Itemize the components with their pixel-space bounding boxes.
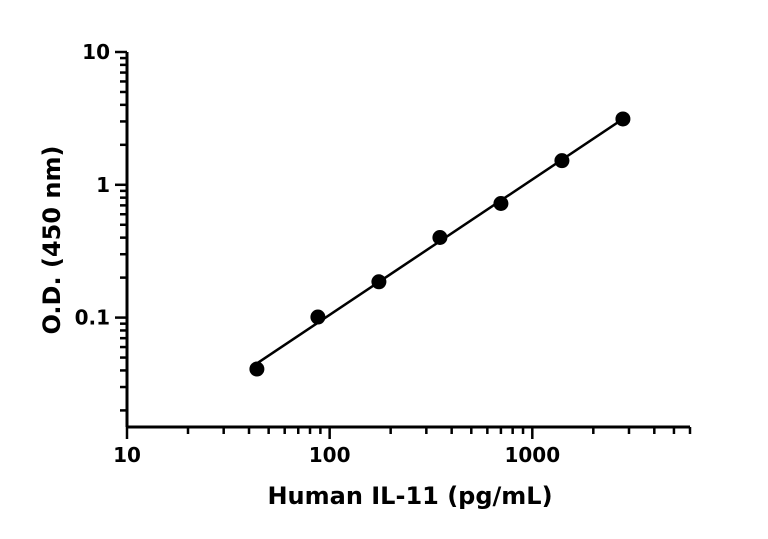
y-tick-label: 0.1 bbox=[75, 306, 110, 330]
data-point bbox=[554, 153, 570, 169]
x-tick-label: 10 bbox=[113, 443, 141, 467]
y-axis-title: O.D. (450 nm) bbox=[38, 146, 66, 335]
x-tick-label: 100 bbox=[309, 443, 351, 467]
data-point bbox=[432, 229, 448, 245]
y-tick-label: 10 bbox=[82, 40, 110, 64]
x-axis-title: Human IL-11 (pg/mL) bbox=[267, 482, 552, 510]
data-point bbox=[493, 196, 509, 212]
data-point bbox=[249, 361, 265, 377]
plot-area bbox=[249, 111, 631, 377]
data-point bbox=[615, 111, 631, 127]
axes: 0.1 1 10 10 100 1000 bbox=[75, 40, 692, 467]
data-point bbox=[371, 274, 387, 290]
x-tick-label: 1000 bbox=[504, 443, 560, 467]
data-point bbox=[310, 309, 326, 325]
y-tick-label: 1 bbox=[96, 173, 110, 197]
